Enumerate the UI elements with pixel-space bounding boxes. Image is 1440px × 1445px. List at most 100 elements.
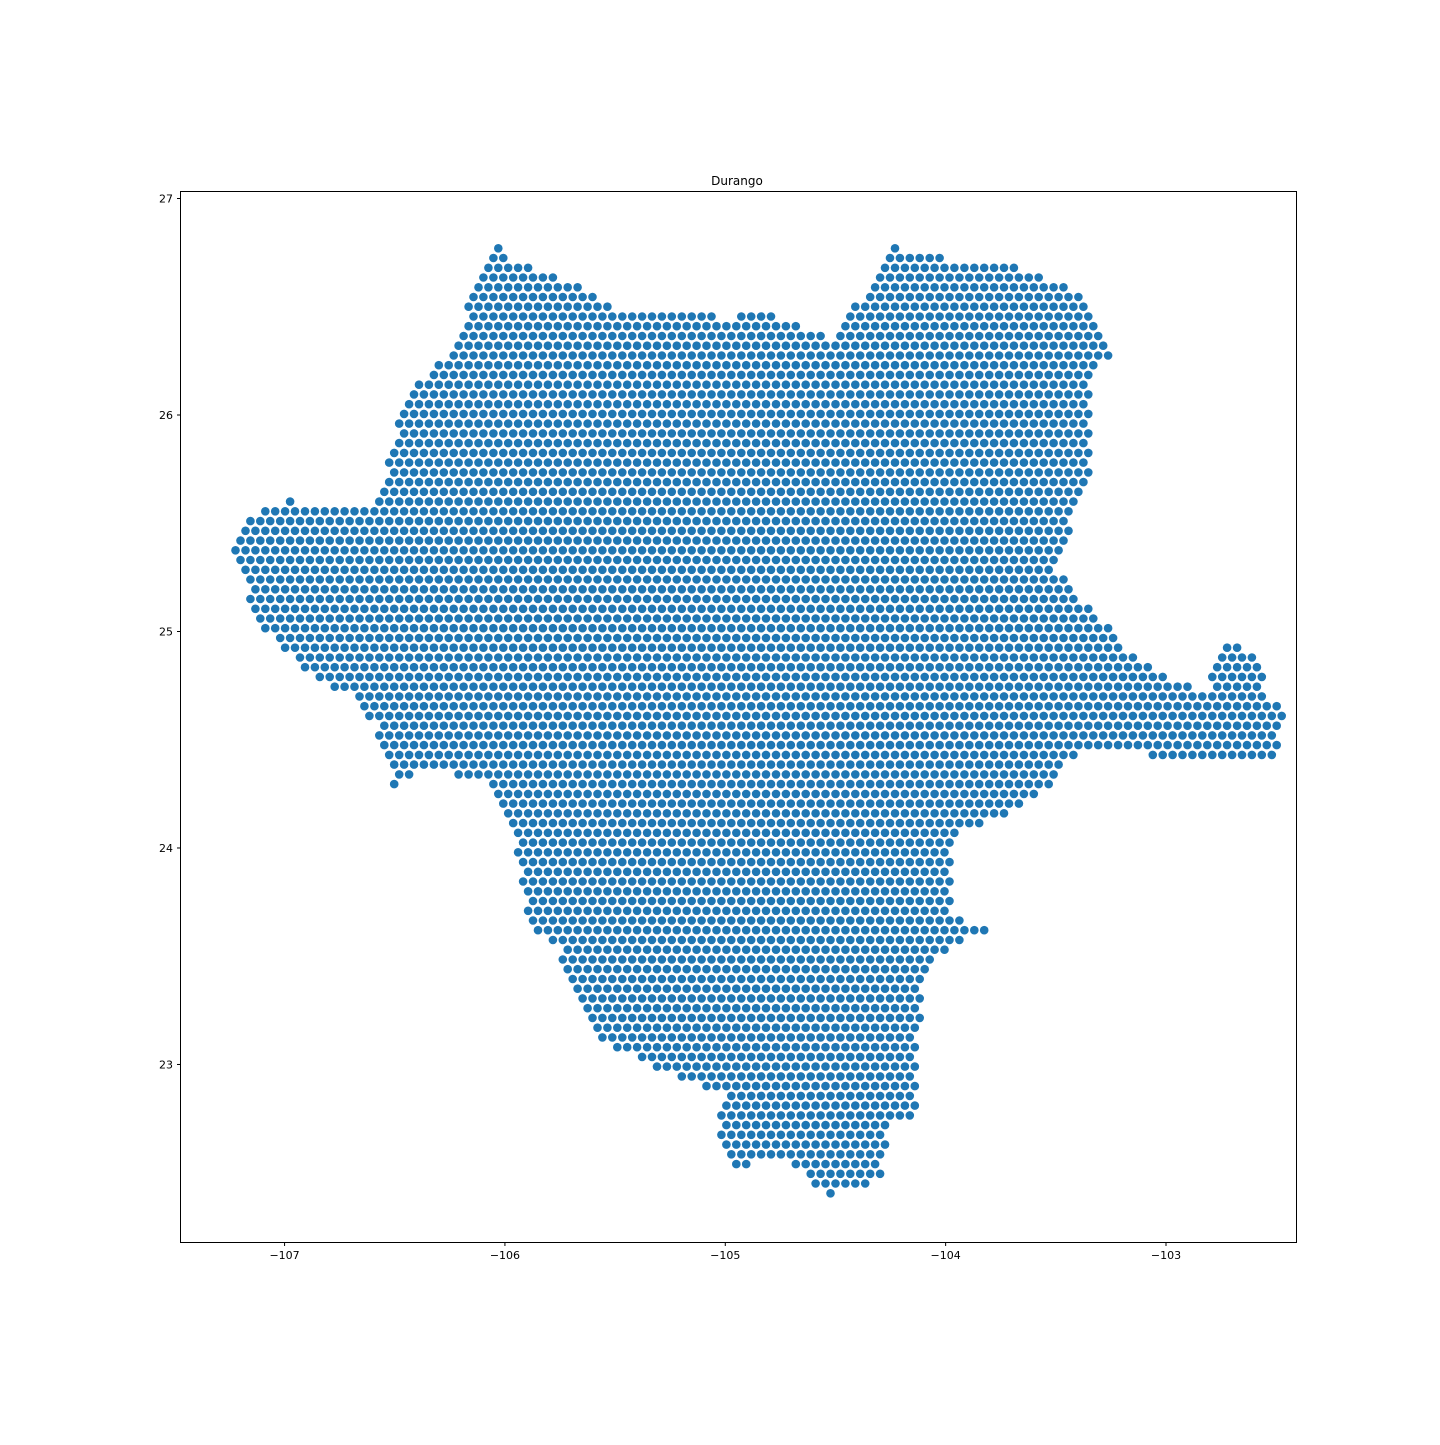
data-point xyxy=(573,399,582,409)
data-point xyxy=(761,906,771,916)
data-point xyxy=(637,507,647,516)
data-point xyxy=(464,672,473,682)
data-point xyxy=(548,935,558,945)
data-point xyxy=(786,740,796,750)
data-point xyxy=(439,565,449,575)
data-point xyxy=(989,711,999,721)
data-point xyxy=(727,760,736,769)
data-point xyxy=(548,799,558,808)
data-point xyxy=(1064,370,1073,380)
data-point xyxy=(513,828,523,838)
data-point xyxy=(920,438,929,448)
data-point xyxy=(880,516,890,526)
data-point xyxy=(593,848,602,857)
data-point xyxy=(593,438,602,448)
data-point xyxy=(1227,711,1237,721)
data-point xyxy=(741,887,751,896)
data-point xyxy=(439,682,449,691)
data-point xyxy=(1153,740,1162,750)
data-point xyxy=(851,360,860,370)
data-point xyxy=(806,721,815,730)
data-point xyxy=(905,448,915,458)
data-point xyxy=(1019,419,1029,428)
data-point xyxy=(895,916,905,925)
data-point xyxy=(454,633,463,643)
data-point xyxy=(315,633,325,643)
data-point xyxy=(821,1042,830,1052)
data-point xyxy=(464,458,473,467)
data-point xyxy=(1039,575,1048,584)
data-point xyxy=(796,409,806,419)
data-point xyxy=(806,877,815,886)
data-point xyxy=(796,955,806,964)
data-point xyxy=(642,984,652,993)
data-point xyxy=(499,370,508,380)
data-point xyxy=(722,497,731,506)
data-point xyxy=(707,351,716,360)
data-point xyxy=(935,585,944,594)
data-point xyxy=(766,857,776,867)
data-point xyxy=(642,1042,652,1052)
data-point xyxy=(563,731,572,740)
data-point xyxy=(707,682,716,691)
data-point xyxy=(523,867,533,877)
data-point xyxy=(667,370,677,380)
data-point xyxy=(563,692,572,701)
data-point xyxy=(776,760,786,769)
data-point xyxy=(647,390,657,399)
data-point xyxy=(677,760,687,769)
data-point xyxy=(687,1033,696,1042)
data-point xyxy=(409,546,419,555)
data-point xyxy=(667,994,677,1003)
data-point xyxy=(970,516,979,526)
data-point xyxy=(746,585,756,594)
data-point xyxy=(697,857,706,867)
data-point xyxy=(979,341,989,351)
data-point xyxy=(796,818,806,828)
data-point xyxy=(613,653,622,662)
data-point xyxy=(429,468,439,477)
data-point xyxy=(741,633,751,643)
data-point xyxy=(290,585,300,594)
data-point xyxy=(727,779,736,789)
data-point xyxy=(766,643,776,652)
data-point xyxy=(895,974,905,984)
data-point xyxy=(578,760,587,769)
data-point xyxy=(811,789,820,799)
data-point xyxy=(692,1042,701,1052)
data-point xyxy=(583,789,592,799)
data-point xyxy=(1079,399,1088,409)
data-point xyxy=(905,351,915,360)
data-point xyxy=(657,409,667,419)
data-point xyxy=(732,1003,741,1013)
data-point xyxy=(751,731,761,740)
data-point xyxy=(791,555,801,565)
data-point xyxy=(404,419,414,428)
data-point xyxy=(771,887,781,896)
data-point xyxy=(578,585,587,594)
data-point xyxy=(900,984,910,993)
data-point xyxy=(667,740,677,750)
data-point xyxy=(920,964,929,974)
data-point xyxy=(300,585,310,594)
data-point xyxy=(1217,711,1227,721)
data-point xyxy=(885,779,895,789)
data-point xyxy=(979,770,989,779)
data-point xyxy=(543,516,553,526)
data-point xyxy=(900,828,910,838)
data-point xyxy=(553,925,563,935)
data-point xyxy=(365,711,374,721)
data-point xyxy=(816,994,825,1003)
data-point xyxy=(771,867,781,877)
data-point xyxy=(464,575,473,584)
data-point xyxy=(618,370,627,380)
data-point xyxy=(950,633,959,643)
data-point xyxy=(920,477,929,487)
data-point xyxy=(816,409,825,419)
data-point xyxy=(578,507,587,516)
data-point xyxy=(955,623,964,633)
data-point xyxy=(712,419,721,428)
data-point xyxy=(632,497,642,506)
data-point xyxy=(672,575,682,584)
data-point xyxy=(647,779,657,789)
